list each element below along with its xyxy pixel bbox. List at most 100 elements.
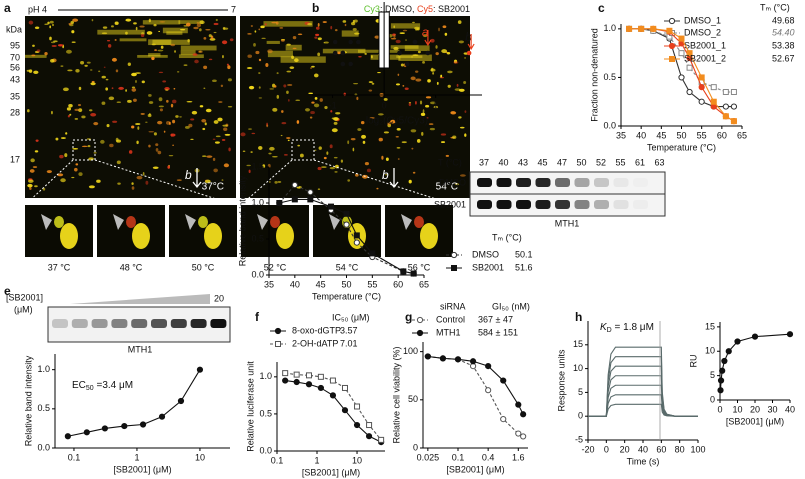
data-line bbox=[629, 28, 735, 122]
gel-spot bbox=[155, 143, 159, 147]
gel-spot bbox=[199, 105, 204, 108]
gel-spot bbox=[411, 147, 414, 150]
gel-spot bbox=[168, 155, 174, 157]
x-tick-label: 40 bbox=[636, 130, 646, 140]
spot-arrow bbox=[389, 168, 399, 189]
dye-legend-part: Cy5 bbox=[417, 4, 433, 14]
zoom-spot bbox=[60, 223, 78, 249]
blot-temp: 37 bbox=[479, 157, 489, 167]
data-point bbox=[293, 378, 300, 386]
gel-spot bbox=[305, 108, 310, 112]
gel-spot bbox=[283, 84, 287, 88]
y-tick-label: 0 bbox=[413, 442, 418, 452]
gel-spot bbox=[321, 166, 327, 168]
zoom-pointer bbox=[401, 214, 412, 230]
gel-spot bbox=[98, 70, 101, 73]
blot-protein: MTH1 bbox=[555, 218, 580, 228]
gel-spot bbox=[294, 58, 299, 63]
zoom-line bbox=[313, 159, 456, 206]
gel-spot bbox=[404, 87, 409, 91]
zoom-pointer bbox=[329, 214, 340, 230]
data-line bbox=[719, 333, 791, 391]
legend-marker bbox=[275, 341, 281, 347]
gel-spot bbox=[26, 69, 31, 72]
gel-spot bbox=[411, 56, 414, 58]
gel-spot bbox=[136, 175, 143, 180]
dye-legend-part: : SB2001 bbox=[433, 4, 470, 14]
gel-spot bbox=[446, 52, 451, 55]
gel-spot bbox=[262, 164, 266, 168]
gel-spot bbox=[89, 109, 93, 112]
gel-spot bbox=[408, 102, 412, 107]
gel-spot bbox=[292, 36, 297, 40]
gel-spot bbox=[322, 21, 327, 24]
gel-spot bbox=[361, 134, 366, 139]
gel-spot bbox=[88, 185, 95, 189]
blot-temp: 63 bbox=[654, 157, 664, 167]
x-axis-label: Temperature (°C) bbox=[647, 142, 716, 152]
gel-spot bbox=[405, 39, 407, 41]
gel-spot bbox=[247, 54, 253, 58]
gel-spot bbox=[50, 58, 55, 63]
panel-label: e bbox=[4, 284, 11, 298]
blot-band bbox=[477, 200, 492, 209]
gel-spot bbox=[377, 71, 381, 74]
gel-spot bbox=[75, 163, 79, 166]
x-tick-label: 0 bbox=[382, 100, 387, 110]
gel-spot bbox=[453, 61, 459, 64]
data-point bbox=[317, 384, 324, 392]
gel-spot bbox=[311, 65, 315, 68]
gel-spot bbox=[139, 25, 145, 28]
data-point bbox=[520, 433, 527, 440]
gel-spot bbox=[157, 49, 164, 52]
gel-spot bbox=[101, 101, 106, 105]
gel-smear bbox=[390, 23, 421, 29]
gel-spot bbox=[281, 121, 287, 125]
gel-spot bbox=[191, 110, 198, 115]
data-point bbox=[721, 357, 728, 365]
panel-label: h bbox=[575, 310, 582, 324]
gel-spot bbox=[145, 121, 148, 123]
gel-spot bbox=[223, 27, 229, 30]
y-tick-label: 1.0 bbox=[37, 364, 50, 374]
gel-spot bbox=[221, 179, 224, 181]
gel-spot bbox=[140, 33, 145, 38]
gel-spot bbox=[212, 79, 217, 83]
data-line bbox=[588, 365, 698, 417]
gel-spot bbox=[146, 31, 153, 35]
gel-spot bbox=[35, 139, 39, 142]
y-tick-label: 1.0 bbox=[603, 23, 616, 33]
gel-spot bbox=[204, 179, 211, 184]
x-tick-label: 0 bbox=[717, 404, 722, 414]
zoom-spot bbox=[270, 216, 280, 228]
y-tick-label: 1.0 bbox=[251, 197, 264, 207]
gel-smear bbox=[97, 29, 145, 35]
gel-image bbox=[25, 16, 236, 198]
legend-marker bbox=[451, 265, 457, 271]
gel-spot bbox=[430, 67, 434, 72]
gel-spot bbox=[266, 124, 269, 128]
strip-point bbox=[412, 39, 418, 45]
x-tick-label: 50 bbox=[676, 130, 686, 140]
gel-spot bbox=[131, 125, 135, 129]
gel-spot bbox=[268, 152, 272, 155]
x-tick-label: 45 bbox=[316, 279, 326, 289]
gel-spot bbox=[148, 18, 151, 23]
gel-smear bbox=[398, 54, 432, 62]
gel-spot bbox=[91, 80, 95, 83]
data-point bbox=[686, 64, 693, 71]
gel-spot bbox=[264, 23, 267, 26]
dye-legend-part: : DMSO, bbox=[380, 4, 417, 14]
gel-spot bbox=[105, 87, 109, 91]
gel-spot bbox=[115, 137, 119, 142]
x-tick-label: 1 bbox=[134, 452, 139, 462]
gel-spot bbox=[110, 25, 114, 28]
gel-spot bbox=[340, 159, 344, 163]
gel-spot bbox=[455, 183, 460, 186]
gel-spot bbox=[136, 140, 139, 145]
gel-spot bbox=[114, 21, 119, 25]
gel-spot bbox=[32, 166, 38, 168]
gel-spot bbox=[274, 85, 277, 88]
